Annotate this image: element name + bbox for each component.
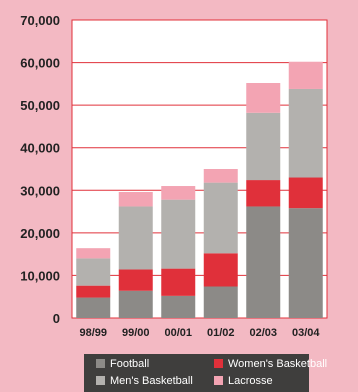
bar-segment bbox=[161, 295, 196, 318]
bar-segment bbox=[203, 253, 238, 287]
bar-segment bbox=[246, 83, 281, 113]
y-tick-label: 50,000 bbox=[20, 98, 60, 113]
y-tick-label: 10,000 bbox=[20, 268, 60, 283]
legend-label: Men's Basketball bbox=[110, 375, 193, 387]
bar-segment bbox=[161, 186, 196, 200]
x-tick-label: 03/04 bbox=[292, 327, 320, 339]
legend-swatch bbox=[96, 359, 105, 368]
legend-label: Lacrosse bbox=[228, 375, 273, 387]
y-tick-label: 30,000 bbox=[20, 183, 60, 198]
bar-segment bbox=[288, 177, 323, 209]
bar-segment bbox=[161, 199, 196, 269]
legend-box bbox=[84, 354, 309, 392]
bar-segment bbox=[288, 88, 323, 178]
y-tick-label: 40,000 bbox=[20, 141, 60, 156]
bar-segment bbox=[246, 112, 281, 181]
bar-segment bbox=[203, 286, 238, 318]
bar-segment bbox=[76, 285, 111, 298]
x-tick-label: 02/03 bbox=[249, 327, 277, 339]
x-tick-label: 98/99 bbox=[79, 327, 107, 339]
legend-label: Women's Basketball bbox=[228, 358, 327, 370]
bar-segment bbox=[246, 206, 281, 318]
y-tick-label: 0 bbox=[53, 311, 60, 326]
bar-segment bbox=[288, 61, 323, 89]
bar-segment bbox=[76, 258, 111, 286]
legend-label: Football bbox=[110, 358, 149, 370]
y-tick-label: 20,000 bbox=[20, 226, 60, 241]
legend-swatch bbox=[214, 376, 223, 385]
bars bbox=[76, 61, 323, 318]
bar-segment bbox=[118, 290, 153, 318]
x-axis: 98/99 99/00 00/01 01/02 02/03 03/04 bbox=[79, 327, 320, 339]
y-axis: 0 10,000 20,000 30,000 40,000 50,000 60,000 70,… bbox=[20, 13, 60, 326]
x-tick-label: 01/02 bbox=[207, 327, 235, 339]
bar-segment bbox=[288, 208, 323, 318]
bar-segment bbox=[246, 180, 281, 207]
legend-swatch bbox=[96, 376, 105, 385]
y-tick-label: 70,000 bbox=[20, 13, 60, 28]
gridlines bbox=[72, 62, 327, 276]
x-tick-label: 00/01 bbox=[164, 327, 192, 339]
bar-segment bbox=[161, 268, 196, 296]
legend: Football Women's Basketball Men's Basketba… bbox=[84, 354, 327, 392]
bar-segment bbox=[203, 169, 238, 183]
legend-swatch bbox=[214, 359, 223, 368]
bar-segment bbox=[118, 269, 153, 291]
x-tick-label: 99/00 bbox=[122, 327, 150, 339]
plot-area bbox=[71, 19, 328, 319]
y-tick-label: 60,000 bbox=[20, 56, 60, 71]
bar-segment bbox=[76, 297, 111, 318]
bar-segment bbox=[76, 248, 111, 259]
bar-segment bbox=[203, 182, 238, 254]
bar-segment bbox=[118, 191, 153, 207]
bar-segment bbox=[118, 206, 153, 270]
